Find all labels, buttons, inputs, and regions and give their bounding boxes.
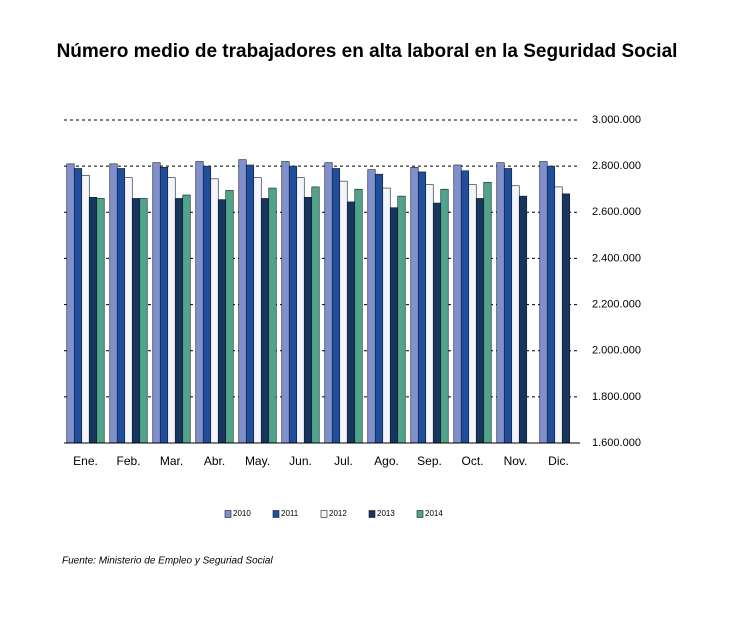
x-tick-label: May. <box>245 454 270 468</box>
bar <box>109 163 118 444</box>
x-tick-label: Sep. <box>417 454 442 468</box>
x-tick-label: Ene. <box>73 454 98 468</box>
bar <box>268 187 277 444</box>
y-tick-label: 1.600.000 <box>592 437 641 449</box>
bar <box>440 188 449 444</box>
source-note: Fuente: Ministerio de Empleo y Seguriad … <box>62 556 273 567</box>
bar <box>124 177 133 444</box>
bar <box>202 165 212 444</box>
bar <box>159 166 169 444</box>
legend-swatch <box>224 510 232 518</box>
bar <box>116 168 126 444</box>
bar <box>174 198 184 444</box>
bar <box>152 162 161 444</box>
bar <box>410 166 419 444</box>
legend-swatch <box>368 510 376 518</box>
bar <box>339 180 348 444</box>
bar <box>554 186 563 444</box>
bar <box>210 178 219 444</box>
bar <box>217 199 227 444</box>
legend-label: 2011 <box>281 509 299 518</box>
bar <box>296 177 305 444</box>
bar <box>324 162 333 444</box>
legend-label: 2012 <box>329 509 347 518</box>
chart-title: Número medio de trabajadores en alta lab… <box>57 41 678 62</box>
x-tick-label: Feb. <box>116 454 140 468</box>
bar <box>225 190 234 444</box>
bar <box>539 161 548 444</box>
bar <box>417 171 427 444</box>
bar <box>288 165 298 444</box>
bar <box>66 163 75 444</box>
x-tick-label: Nov. <box>504 454 528 468</box>
bar <box>167 177 176 444</box>
x-tick-label: Oct. <box>461 454 483 468</box>
bar <box>88 196 98 444</box>
y-tick-label: 2.400.000 <box>592 252 641 264</box>
bar <box>425 184 434 444</box>
y-tick-label: 2.800.000 <box>592 160 641 172</box>
bar <box>453 164 462 444</box>
legend-swatch <box>320 510 328 518</box>
bar <box>460 170 470 444</box>
y-tick-label: 2.200.000 <box>592 298 641 310</box>
y-tick-label: 2.000.000 <box>592 345 641 357</box>
bar <box>503 168 513 444</box>
x-tick-label: Mar. <box>160 454 183 468</box>
bar <box>475 198 485 444</box>
legend-label: 2013 <box>377 509 395 518</box>
bar <box>131 198 141 444</box>
bar <box>96 198 105 444</box>
bar <box>281 161 290 444</box>
bar <box>253 177 262 444</box>
bar <box>73 168 83 444</box>
bar <box>245 164 255 444</box>
bar <box>182 194 191 444</box>
bar <box>195 161 204 444</box>
bar <box>382 187 391 444</box>
bar <box>468 184 477 444</box>
bar <box>238 159 247 444</box>
y-tick-label: 3.000.000 <box>592 114 641 126</box>
bar <box>511 185 520 444</box>
bar <box>331 168 341 444</box>
bar <box>354 188 363 444</box>
bar <box>374 173 384 444</box>
bar <box>367 169 376 444</box>
legend-swatch <box>272 510 280 518</box>
bar <box>432 202 442 444</box>
x-tick-label: Jul. <box>334 454 353 468</box>
bar <box>496 162 505 444</box>
x-tick-label: Abr. <box>204 454 225 468</box>
y-tick-label: 2.600.000 <box>592 206 641 218</box>
x-tick-label: Jun. <box>289 454 312 468</box>
bar <box>483 181 492 444</box>
y-tick-label: 1.800.000 <box>592 391 641 403</box>
bar <box>260 198 270 444</box>
bar <box>346 201 356 444</box>
bar <box>397 195 406 444</box>
x-tick-label: Ago. <box>374 454 399 468</box>
bar <box>311 186 320 444</box>
legend-swatch <box>416 510 424 518</box>
bar <box>518 195 528 444</box>
bar <box>139 198 148 444</box>
bar <box>546 165 556 444</box>
bar <box>81 175 90 444</box>
bar <box>561 193 571 444</box>
legend-label: 2010 <box>233 509 251 518</box>
x-tick-label: Dic. <box>548 454 569 468</box>
bar <box>389 207 399 444</box>
legend-label: 2014 <box>425 509 443 518</box>
bar <box>303 196 313 444</box>
